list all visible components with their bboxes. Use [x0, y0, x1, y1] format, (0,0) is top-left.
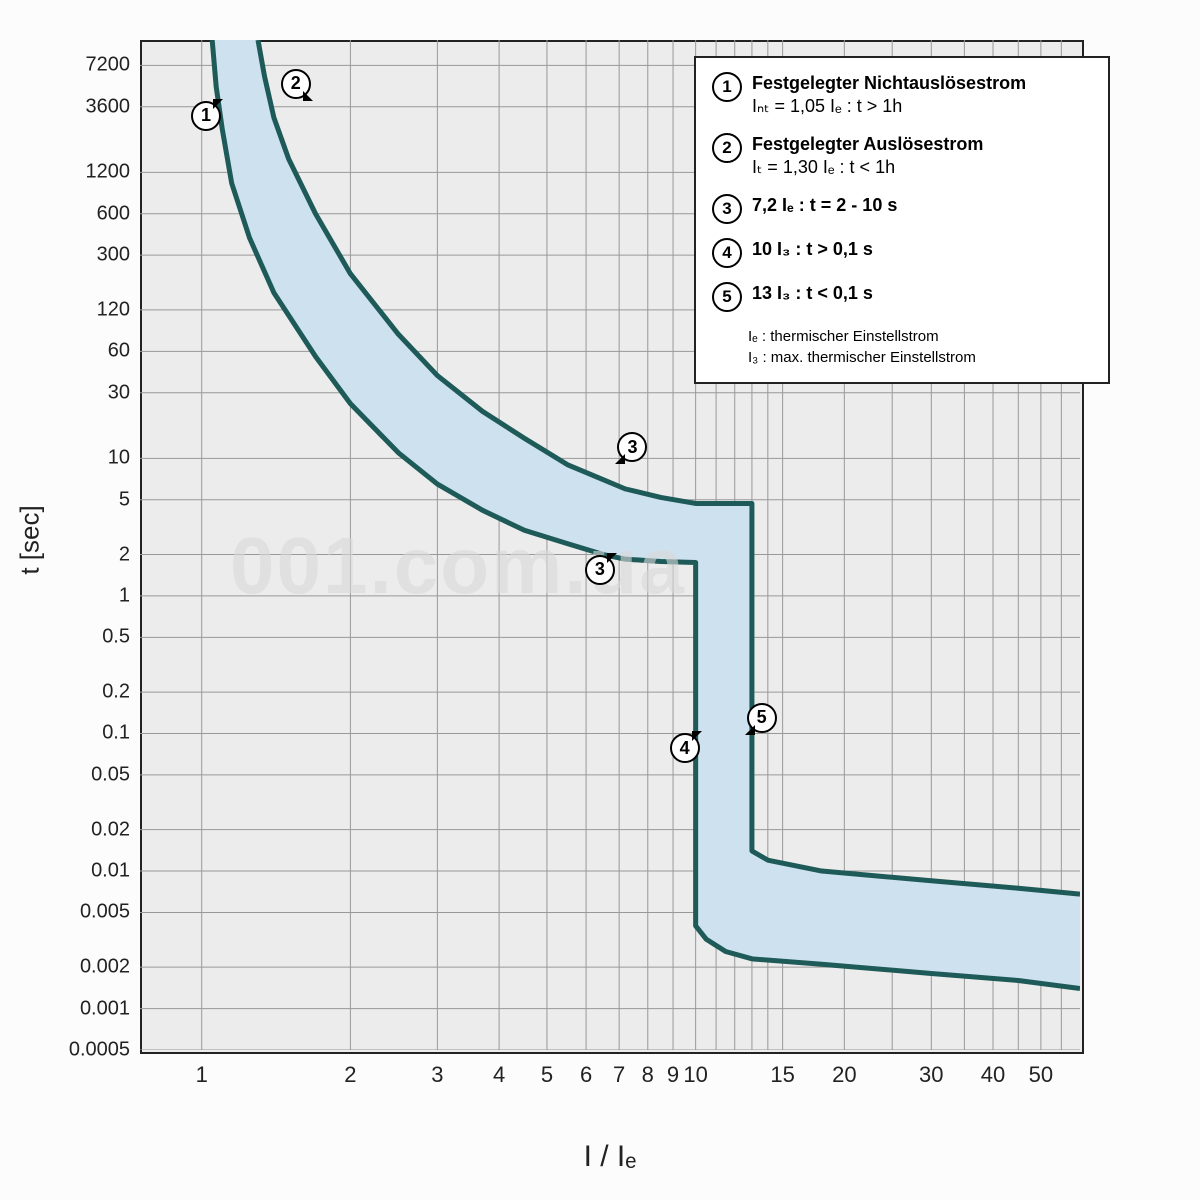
y-tick: 1: [119, 584, 130, 607]
x-axis-label: I / Iₑ: [584, 1140, 637, 1174]
y-tick: 0.2: [102, 681, 130, 704]
x-tick: 20: [832, 1062, 856, 1088]
y-tick: 0.1: [102, 722, 130, 745]
y-tick: 0.5: [102, 626, 130, 649]
legend-number-icon: 4: [712, 238, 742, 268]
y-tick: 30: [108, 381, 130, 404]
x-tick: 9: [667, 1062, 679, 1088]
y-tick: 5: [119, 488, 130, 511]
legend-text: 10 I₃ : t > 0,1 s: [752, 238, 873, 261]
x-tick: 10: [683, 1062, 707, 1088]
y-tick: 1200: [86, 161, 131, 184]
x-tick: 6: [580, 1062, 592, 1088]
x-tick-container: 1 2 3 4 5 678910 15 20 30 40 50: [0, 1058, 1200, 1098]
x-tick: 7: [613, 1062, 625, 1088]
legend-item: 3 7,2 Iₑ : t = 2 - 10 s: [712, 194, 1092, 224]
y-tick: 0.01: [91, 860, 130, 883]
y-axis-label: t [sec]: [15, 505, 46, 574]
y-tick: 600: [97, 202, 130, 225]
y-tick-container: 0.00050.0010.0020.0050.010.020.050.10.20…: [0, 0, 134, 1200]
y-tick: 10: [108, 447, 130, 470]
y-tick: 0.02: [91, 818, 130, 841]
legend-text: Festgelegter AuslösestromIₜ = 1,30 Iₑ : …: [752, 133, 983, 180]
legend-item: 4 10 I₃ : t > 0,1 s: [712, 238, 1092, 268]
x-tick: 40: [981, 1062, 1005, 1088]
x-tick: 8: [642, 1062, 654, 1088]
legend-text: 7,2 Iₑ : t = 2 - 10 s: [752, 194, 897, 217]
x-tick: 5: [541, 1062, 553, 1088]
legend-text: Festgelegter NichtauslösestromIₙₜ = 1,05…: [752, 72, 1026, 119]
y-tick: 0.005: [80, 901, 130, 924]
legend-footnote: Iₑ : thermischer EinstellstromI₃ : max. …: [748, 326, 1092, 368]
legend-number-icon: 2: [712, 133, 742, 163]
legend-item: 1 Festgelegter NichtauslösestromIₙₜ = 1,0…: [712, 72, 1092, 119]
legend-number-icon: 1: [712, 72, 742, 102]
legend-item: 2 Festgelegter AuslösestromIₜ = 1,30 Iₑ :…: [712, 133, 1092, 180]
legend-number-icon: 3: [712, 194, 742, 224]
y-tick: 0.05: [91, 763, 130, 786]
x-tick: 4: [493, 1062, 505, 1088]
y-tick: 7200: [86, 54, 131, 77]
legend-box: 1 Festgelegter NichtauslösestromIₙₜ = 1,0…: [694, 56, 1110, 384]
x-tick: 50: [1029, 1062, 1053, 1088]
y-tick: 300: [97, 244, 130, 267]
y-tick: 0.002: [80, 956, 130, 979]
y-tick: 0.001: [80, 997, 130, 1020]
y-tick: 3600: [86, 95, 131, 118]
legend-item: 5 13 I₃ : t < 0,1 s: [712, 282, 1092, 312]
legend-number-icon: 5: [712, 282, 742, 312]
y-tick: 2: [119, 543, 130, 566]
x-tick: 15: [770, 1062, 794, 1088]
x-tick: 2: [344, 1062, 356, 1088]
y-tick: 120: [97, 298, 130, 321]
legend-text: 13 I₃ : t < 0,1 s: [752, 282, 873, 305]
x-tick: 3: [431, 1062, 443, 1088]
x-tick: 1: [196, 1062, 208, 1088]
x-tick: 30: [919, 1062, 943, 1088]
y-tick: 60: [108, 340, 130, 363]
